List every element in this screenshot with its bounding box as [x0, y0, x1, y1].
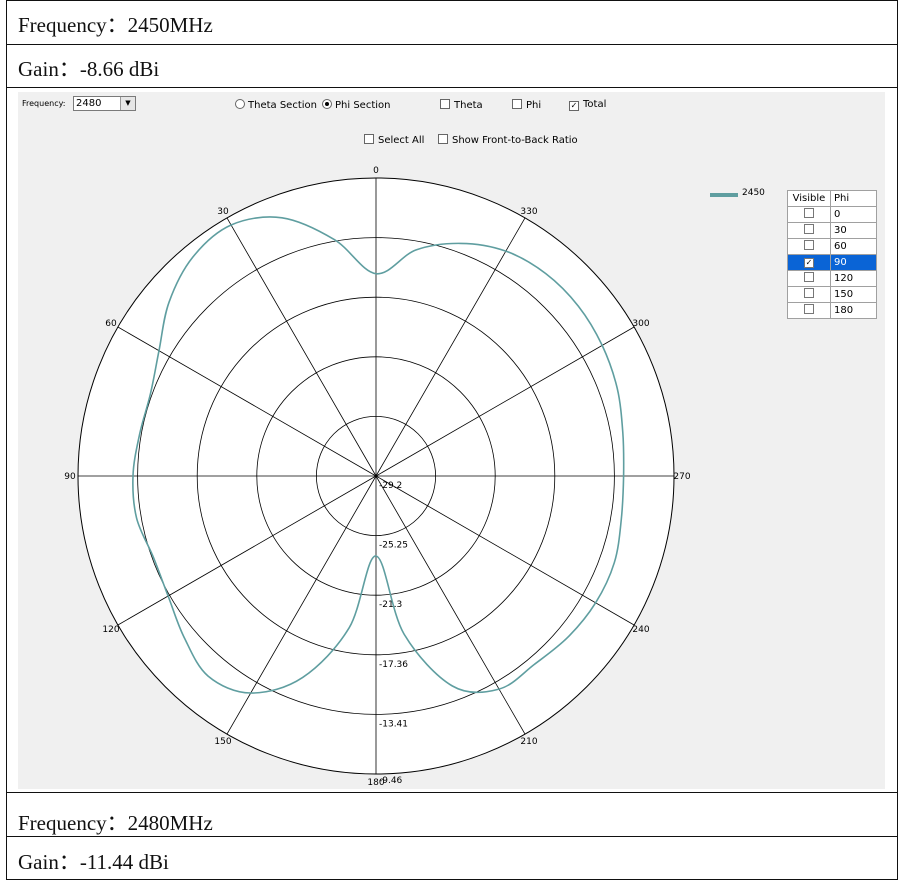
- polar-spoke: [226, 475, 377, 735]
- polar-spoke: [117, 475, 377, 626]
- angle-tick-label: 300: [632, 319, 649, 329]
- polar-spoke: [375, 475, 526, 735]
- frequency-select[interactable]: 2480 ▼: [73, 96, 136, 111]
- chevron-down-icon[interactable]: ▼: [120, 97, 135, 110]
- table-row[interactable]: 0: [787, 206, 877, 223]
- divider: [7, 836, 897, 837]
- visible-cell[interactable]: [787, 270, 831, 287]
- divider: [7, 792, 897, 793]
- theta-section-radio[interactable]: Theta Section: [235, 99, 317, 111]
- checkbox-icon[interactable]: [804, 208, 814, 218]
- checkbox-icon: [512, 99, 522, 109]
- radio-selected-icon: [322, 99, 332, 109]
- radial-tick-label: -17.36: [379, 660, 408, 670]
- checkbox-icon[interactable]: [804, 288, 814, 298]
- theta-checkbox[interactable]: Theta: [440, 99, 483, 111]
- frequency-label: Frequency:: [22, 99, 66, 108]
- phi-value-cell: 90: [830, 254, 877, 271]
- checkbox-icon: [364, 134, 374, 144]
- table-row[interactable]: 120: [787, 270, 877, 287]
- checkbox-icon[interactable]: [804, 224, 814, 234]
- checkbox-icon[interactable]: [804, 240, 814, 250]
- visible-cell[interactable]: [787, 302, 831, 319]
- visible-cell[interactable]: [787, 238, 831, 255]
- angle-tick-label: 90: [64, 472, 76, 482]
- visible-cell[interactable]: [787, 286, 831, 303]
- visible-cell[interactable]: [787, 222, 831, 239]
- legend-swatch: [710, 193, 738, 197]
- checkbox-icon[interactable]: [804, 272, 814, 282]
- polar-spoke: [226, 217, 377, 477]
- radial-tick-label: -13.41: [379, 719, 408, 729]
- figure-frame: Frequency：2450MHz Gain：-8.66 dBi Frequen…: [6, 0, 898, 880]
- checkbox-checked-icon[interactable]: ✓: [804, 258, 814, 268]
- checkbox-checked-icon: ✓: [569, 101, 579, 111]
- phi-value-cell: 150: [830, 286, 877, 303]
- table-row[interactable]: 180: [787, 302, 877, 319]
- column-header-visible: Visible: [787, 190, 831, 207]
- table-row[interactable]: 150: [787, 286, 877, 303]
- polar-spoke: [375, 217, 526, 477]
- table-row[interactable]: 60: [787, 238, 877, 255]
- table-row[interactable]: 30: [787, 222, 877, 239]
- total-checkbox[interactable]: ✓ Total: [569, 99, 607, 111]
- table-row[interactable]: ✓ 90: [787, 254, 877, 271]
- phi-section-radio[interactable]: Phi Section: [322, 99, 390, 111]
- visible-cell[interactable]: ✓: [787, 254, 831, 271]
- checkbox-icon[interactable]: [804, 304, 814, 314]
- polar-spoke: [375, 326, 635, 477]
- phi-value-cell: 120: [830, 270, 877, 287]
- phi-checkbox[interactable]: Phi: [512, 99, 541, 111]
- phi-value-cell: 0: [830, 206, 877, 223]
- angle-tick-label: 240: [632, 625, 649, 635]
- radial-tick-label: -9.46: [379, 776, 403, 786]
- angle-tick-label: 270: [673, 472, 690, 482]
- angle-tick-label: 180: [367, 778, 384, 788]
- angle-tick-label: 150: [214, 737, 231, 747]
- select-all-checkbox[interactable]: Select All: [364, 134, 424, 146]
- radial-tick-label: -25.25: [379, 541, 408, 551]
- radio-icon: [235, 99, 245, 109]
- top-gain-text: Gain：-8.66 dBi: [18, 57, 160, 81]
- angle-tick-label: 330: [520, 207, 537, 217]
- angle-tick-label: 60: [105, 319, 117, 329]
- series-line-2450: [132, 216, 625, 694]
- divider: [7, 87, 897, 88]
- phi-value-cell: 30: [830, 222, 877, 239]
- bottom-frequency-text: Frequency：2480MHz: [18, 811, 213, 835]
- frequency-select-value: 2480: [76, 98, 102, 109]
- visible-cell[interactable]: [787, 206, 831, 223]
- legend-label: 2450: [742, 188, 765, 198]
- polar-chart: 0 30 60 90 120 150 180 210 240 270 300 330 -29.2 -25.…: [64, 166, 691, 788]
- checkbox-icon: [440, 99, 450, 109]
- bottom-gain-text: Gain：-11.44 dBi: [18, 850, 169, 874]
- polar-spoke: [375, 475, 635, 626]
- phi-value-cell: 60: [830, 238, 877, 255]
- angle-tick-label: 120: [102, 625, 119, 635]
- angle-tick-label: 0: [373, 166, 379, 176]
- phi-value-cell: 180: [830, 302, 877, 319]
- polar-spoke: [117, 326, 377, 477]
- radial-tick-label: -29.2: [379, 481, 402, 491]
- front-to-back-checkbox[interactable]: Show Front-to-Back Ratio: [438, 134, 578, 146]
- table-header-row: Visible Phi: [787, 190, 877, 207]
- column-header-phi: Phi: [830, 190, 877, 207]
- phi-visibility-table: Visible Phi 0 30 60 ✓ 90 120 150 180: [787, 190, 877, 319]
- radial-tick-label: -21.3: [379, 600, 402, 610]
- top-frequency-text: Frequency：2450MHz: [18, 13, 213, 37]
- divider: [7, 44, 897, 45]
- angle-tick-label: 30: [217, 207, 229, 217]
- angle-tick-label: 210: [520, 737, 537, 747]
- checkbox-icon: [438, 134, 448, 144]
- radiation-pattern-panel: Frequency: 2480 ▼ Theta Section Phi Sect…: [18, 92, 885, 789]
